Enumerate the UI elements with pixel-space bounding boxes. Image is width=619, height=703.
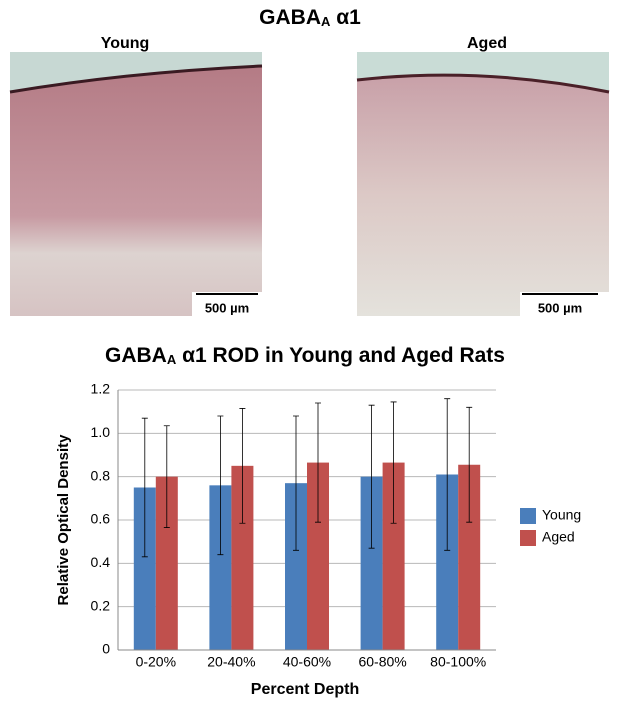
bar [436,474,459,650]
bar [231,465,254,650]
bar [133,487,156,650]
y-tick-label: 0 [102,641,110,657]
legend-swatch [520,530,536,546]
aged-image: 500 µm [356,52,610,316]
bar [360,476,383,650]
error-bar [141,417,148,558]
error-bar [293,415,299,551]
bar [382,462,405,650]
y-tick-label: 0.4 [91,554,111,570]
chart-title: GABAA α1 ROD in Young and Aged Rats [105,344,505,368]
error-bar [315,402,321,523]
error-bar [239,408,246,524]
legend-label: Aged [542,529,575,545]
figure-title: GABAA α1 [259,6,361,30]
y-tick-label: 1.0 [91,424,111,440]
x-tick-label: 20-40% [207,654,255,670]
young-image: 500 µm [9,52,263,316]
x-tick-label: 0-20% [136,654,176,670]
x-tick-label: 40-60% [283,654,331,670]
y-tick-label: 0.8 [91,467,111,483]
y-tick-label: 1.2 [91,381,111,397]
y-tick-label: 0.6 [91,511,111,527]
scale-bar-label: 500 µm [205,300,249,315]
panel-label: Young [101,35,150,52]
legend-label: Young [542,507,581,523]
y-tick-label: 0.2 [91,597,111,613]
x-axis-label: Percent Depth [251,681,359,698]
error-bar [217,415,224,556]
error-bar [444,398,451,551]
x-tick-label: 60-80% [358,654,406,670]
scale-bar-label: 500 µm [538,300,582,315]
bar [285,483,307,650]
y-axis-label: Relative Optical Density [55,434,72,606]
error-bar [368,404,375,549]
legend-swatch [520,508,536,524]
error-bar [466,406,473,523]
error-bar [390,401,397,524]
error-bar [163,425,170,528]
bar [155,476,178,650]
x-tick-label: 80-100% [430,654,486,670]
bar [307,462,329,650]
panel-label: Aged [467,35,507,52]
bar [209,485,232,650]
bar [458,464,481,650]
